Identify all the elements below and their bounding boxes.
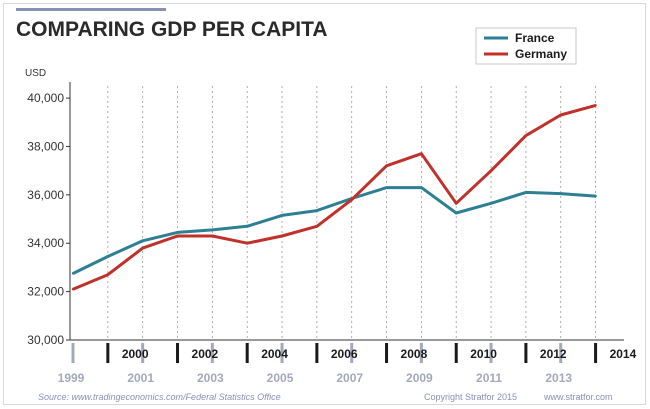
x-tick-label: 2008 [401, 347, 428, 361]
data-point-france-2006 [315, 209, 319, 212]
y-tick-label: 36,000 [27, 188, 64, 202]
chart-frame [3, 3, 646, 405]
data-point-france-2000 [106, 255, 110, 258]
series-lines [71, 103, 597, 291]
y-tick-label: 40,000 [27, 91, 64, 105]
x-tick-label: 2012 [540, 347, 567, 361]
x-tick-label: 2009 [406, 371, 433, 385]
data-point-germany-2001 [141, 246, 144, 250]
chart-title: COMPARING GDP PER CAPITA [16, 18, 328, 41]
data-point-germany-2014 [594, 104, 597, 107]
x-tick-bar [210, 343, 214, 363]
x-tick-label: 2011 [476, 371, 502, 385]
data-point-france-2009 [420, 186, 423, 189]
legend-label-france: France [515, 31, 555, 45]
x-tick-bar [71, 343, 75, 363]
series-line-germany [72, 103, 596, 291]
y-tick-labels: 30,000 32,000 34,000 36,000 38,000 40,000 [27, 91, 64, 347]
data-point-france-1999 [71, 272, 75, 275]
copyright-note: Copyright Stratfor 2015 [424, 392, 517, 402]
legend-label-germany: Germany [515, 47, 567, 61]
x-tick-label: 2005 [267, 371, 294, 385]
x-tick-label: 2007 [336, 371, 363, 385]
data-point-france-2008 [385, 186, 388, 189]
data-point-germany-2005 [280, 234, 284, 238]
x-tick-bar [245, 343, 249, 363]
data-point-germany-2011 [489, 169, 493, 172]
y-axis-unit-label: USD [25, 68, 46, 79]
x-tick-labels: 1999 2000 2001 2002 2003 2004 2005 2006 2007 2008… [58, 347, 637, 385]
x-tick-bar [141, 343, 145, 363]
x-tick-label: 2010 [470, 347, 497, 361]
data-point-germany-2013 [559, 113, 562, 117]
x-tick-bar [559, 343, 563, 363]
data-point-france-2004 [245, 225, 249, 228]
x-tick-label: 2000 [122, 347, 149, 361]
data-point-germany-2008 [385, 164, 388, 168]
data-point-france-2001 [141, 239, 144, 243]
series-line-france [72, 186, 596, 275]
x-tick-bar [315, 343, 319, 363]
data-point-france-2003 [211, 228, 214, 232]
data-point-germany-2004 [245, 242, 249, 245]
x-tick-label: 2002 [192, 347, 219, 361]
x-tick-label: 2014 [610, 347, 637, 361]
website-note: www.stratfor.com [543, 392, 613, 402]
data-point-germany-2003 [211, 234, 214, 238]
title-rule [16, 8, 166, 11]
data-point-germany-2000 [106, 273, 110, 276]
data-point-france-2013 [559, 192, 562, 195]
x-tick-bar [106, 343, 110, 363]
x-tick-bar [350, 343, 354, 363]
data-point-france-2014 [594, 194, 597, 198]
legend-box [475, 27, 577, 65]
y-tick-label: 32,000 [27, 285, 64, 299]
y-tick-label: 30,000 [27, 333, 64, 347]
data-point-germany-2002 [176, 234, 179, 238]
data-point-france-2010 [455, 211, 458, 215]
data-point-germany-2007 [350, 198, 353, 201]
data-point-france-2012 [524, 191, 528, 194]
data-point-france-2002 [176, 231, 179, 234]
data-point-germany-1999 [71, 288, 75, 291]
x-tick-label: 2001 [127, 371, 154, 385]
data-point-germany-2010 [455, 202, 458, 205]
gridlines [107, 86, 596, 340]
x-tick-bar [594, 343, 598, 363]
data-point-germany-2012 [524, 134, 528, 137]
x-tick-bar [524, 343, 528, 363]
x-tick-label: 2003 [197, 371, 224, 385]
axes [66, 82, 624, 363]
x-tick-bar [419, 343, 423, 363]
x-tick-label: 2013 [545, 371, 572, 385]
x-tick-bar [280, 343, 284, 363]
data-point-germany-2009 [420, 152, 423, 155]
x-tick-bar [385, 343, 389, 363]
x-tick-bar [454, 343, 458, 363]
data-point-germany-2006 [315, 225, 319, 228]
data-point-france-2011 [489, 202, 493, 205]
x-tick-label: 2006 [331, 347, 358, 361]
x-tick-label: 1999 [58, 371, 85, 385]
y-tick-label: 38,000 [27, 139, 64, 153]
source-note: Source: www.tradingeconomics.com/Federal… [38, 392, 281, 402]
y-tick-label: 34,000 [27, 236, 64, 250]
x-tick-bar [489, 343, 493, 363]
data-point-france-2005 [280, 214, 284, 217]
x-tick-label: 2004 [261, 347, 288, 361]
legend: France Germany [475, 27, 577, 65]
x-tick-bar [176, 343, 180, 363]
